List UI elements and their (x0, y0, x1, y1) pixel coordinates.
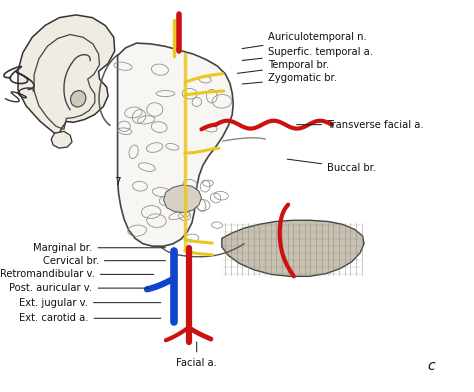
Text: 7: 7 (114, 177, 121, 187)
Text: Ext. jugular v.: Ext. jugular v. (19, 298, 161, 308)
Text: Auriculotemporal n.: Auriculotemporal n. (242, 32, 366, 49)
Text: Facial a.: Facial a. (176, 342, 217, 368)
Text: Zygomatic br.: Zygomatic br. (242, 73, 337, 84)
Text: Temporal br.: Temporal br. (237, 60, 329, 73)
Polygon shape (118, 43, 233, 246)
Polygon shape (164, 185, 201, 212)
Text: Ext. carotid a.: Ext. carotid a. (19, 313, 161, 323)
Polygon shape (51, 131, 72, 148)
Text: Post. auricular v.: Post. auricular v. (9, 283, 149, 293)
Polygon shape (222, 220, 364, 276)
Text: Buccal br.: Buccal br. (287, 159, 376, 173)
Polygon shape (18, 15, 115, 133)
Text: Cervical br.: Cervical br. (43, 256, 165, 266)
Text: Marginal br.: Marginal br. (33, 243, 165, 253)
Ellipse shape (71, 91, 86, 107)
Text: Transverse facial a.: Transverse facial a. (297, 120, 424, 130)
Text: c: c (428, 359, 435, 373)
Text: Retromandibular v.: Retromandibular v. (0, 269, 154, 279)
Text: Superfic. temporal a.: Superfic. temporal a. (242, 47, 373, 60)
